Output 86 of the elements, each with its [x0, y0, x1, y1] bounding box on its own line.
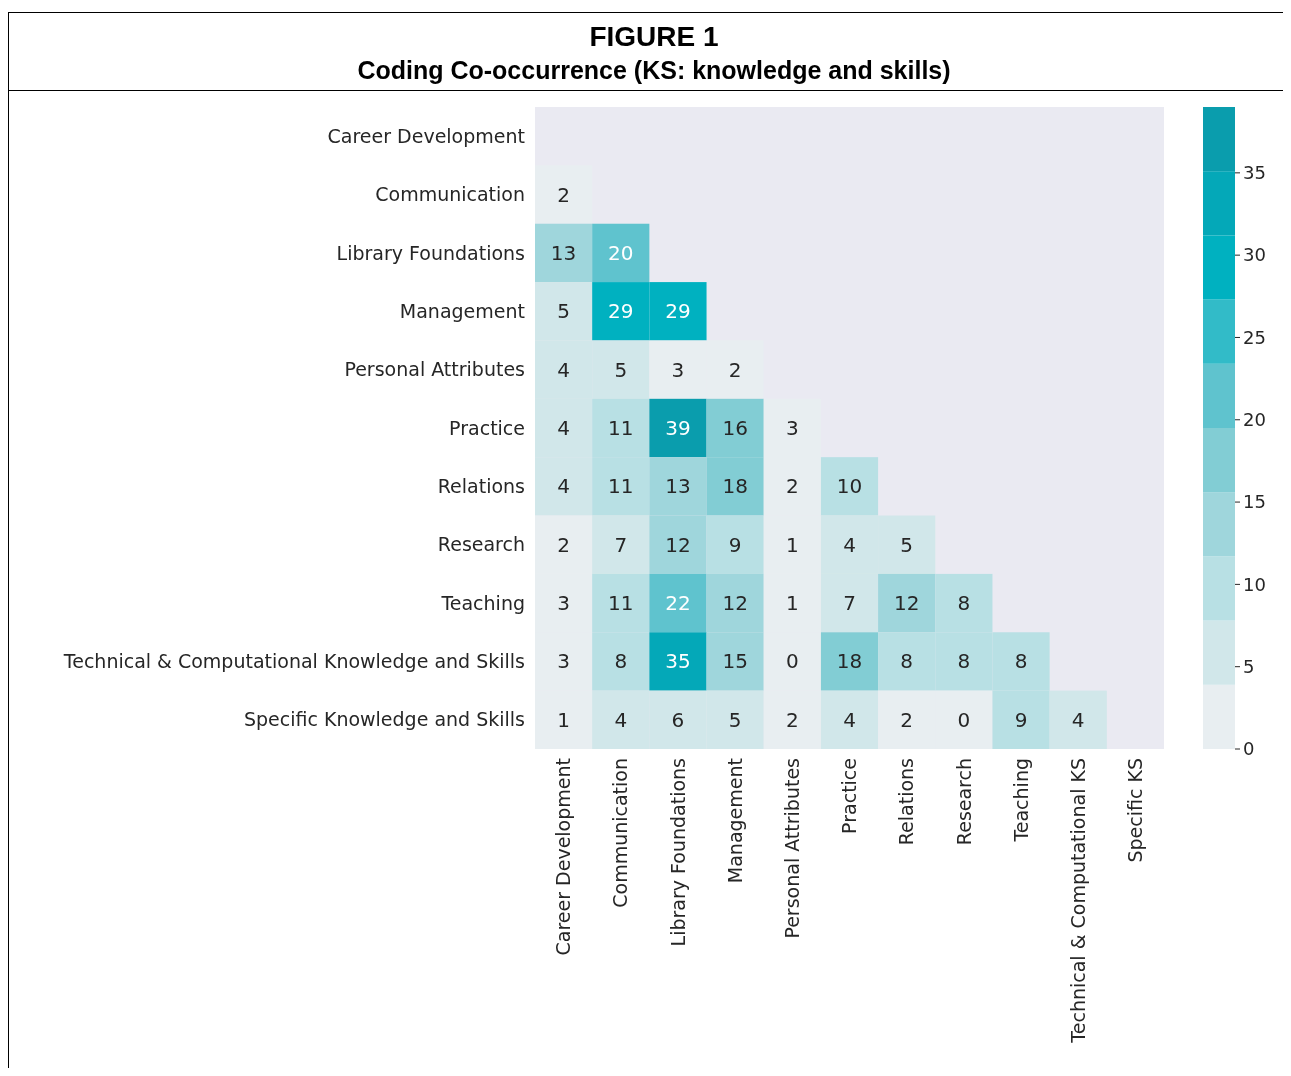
data-label: 3 [557, 649, 570, 674]
chart-subtitle: Coding Co-occurrence (KS: knowledge and skills) [357, 56, 951, 84]
color-bar-label: 20 [1243, 409, 1266, 431]
data-label: 2 [785, 707, 799, 732]
data-label: 7 [614, 532, 628, 557]
y-tick-label: Communication [375, 183, 525, 206]
chart-title: FIGURE 1 [589, 21, 719, 52]
x-tick-label: Personal Attributes [780, 758, 803, 939]
y-tick-label: Specific Knowledge and Skills [243, 708, 525, 731]
x-tick-label: Library Foundations [666, 758, 689, 947]
data-label: 5 [728, 707, 742, 732]
data-label: 18 [836, 649, 863, 674]
data-label: 11 [608, 474, 634, 499]
data-label: 12 [893, 591, 920, 616]
data-label: 3 [671, 357, 685, 382]
color-bar-label: 10 [1243, 573, 1266, 595]
data-label: 2 [557, 182, 570, 207]
data-label: 4 [843, 707, 856, 732]
data-label: 4 [557, 357, 570, 382]
data-label: 39 [665, 416, 691, 440]
data-label: 8 [614, 649, 628, 674]
data-label: 2 [900, 707, 914, 732]
data-label: 8 [1014, 649, 1028, 674]
x-tick-label: Communication [609, 758, 632, 908]
data-label: 10 [836, 474, 863, 499]
data-label: 4 [843, 532, 856, 557]
data-label: 29 [608, 299, 634, 324]
data-label: 5 [900, 532, 914, 557]
data-label: 6 [671, 707, 685, 732]
y-tick-label: Management [399, 299, 525, 322]
data-label: 2 [785, 474, 799, 499]
y-tick-label: Relations [437, 475, 525, 498]
data-label: 13 [665, 474, 691, 499]
x-tick-label: Research [952, 758, 975, 846]
data-label: 22 [665, 591, 691, 616]
color-bar-label: 0 [1243, 738, 1255, 760]
data-label: 15 [722, 649, 748, 674]
x-tick-label: Relations [895, 758, 918, 846]
data-label: 7 [843, 591, 856, 616]
y-tick-label: Technical & Computational Knowledge and Skills [62, 650, 525, 673]
data-label: 12 [722, 591, 748, 616]
y-tick-label: Practice [449, 416, 525, 439]
data-label: 5 [614, 357, 628, 382]
color-bar-label: 15 [1243, 491, 1266, 513]
data-label: 1 [785, 591, 799, 616]
data-label: 20 [608, 240, 634, 265]
data-label: 18 [722, 474, 748, 499]
data-label: 5 [557, 299, 570, 324]
x-tick-label: Management [723, 758, 746, 884]
data-label: 4 [614, 707, 628, 732]
data-label: 0 [957, 707, 971, 732]
data-label: 8 [957, 591, 971, 616]
data-label: 16 [722, 416, 748, 440]
data-label: 3 [557, 591, 570, 616]
x-tick-label: Technical & Computational KS [1066, 758, 1089, 1044]
color-bar-label: 25 [1243, 326, 1266, 348]
color-bar-label: 35 [1243, 162, 1266, 184]
data-label: 35 [665, 649, 691, 674]
data-label: 0 [785, 649, 799, 674]
data-label: 13 [550, 240, 577, 265]
data-label: 9 [1014, 707, 1028, 732]
data-label: 1 [557, 707, 570, 732]
data-label: 2 [557, 532, 570, 557]
data-label: 2 [728, 357, 742, 382]
data-label: 11 [608, 416, 634, 440]
x-tick-label: Practice [838, 758, 861, 834]
data-label: 29 [665, 299, 691, 324]
data-label: 3 [785, 416, 799, 440]
color-bar-label: 30 [1243, 244, 1266, 266]
data-label: 9 [728, 532, 742, 557]
data-label: 4 [557, 416, 570, 440]
x-tick-label: Teaching [1009, 758, 1032, 843]
data-label: 12 [665, 532, 691, 557]
data-label: 4 [1071, 707, 1085, 732]
y-tick-label: Personal Attributes [344, 358, 525, 381]
data-label: 4 [557, 474, 570, 499]
y-tick-label: Library Foundations [336, 241, 525, 264]
data-label: 8 [900, 649, 914, 674]
y-tick-label: Career Development [327, 124, 525, 147]
data-label: 1 [785, 532, 799, 557]
y-tick-label: Teaching [440, 591, 525, 614]
data-label: 8 [957, 649, 971, 674]
color-bar-label: 5 [1243, 655, 1255, 677]
x-tick-label: Specific KS [1124, 758, 1147, 863]
y-tick-label: Research [437, 533, 525, 556]
data-label: 11 [608, 591, 634, 616]
